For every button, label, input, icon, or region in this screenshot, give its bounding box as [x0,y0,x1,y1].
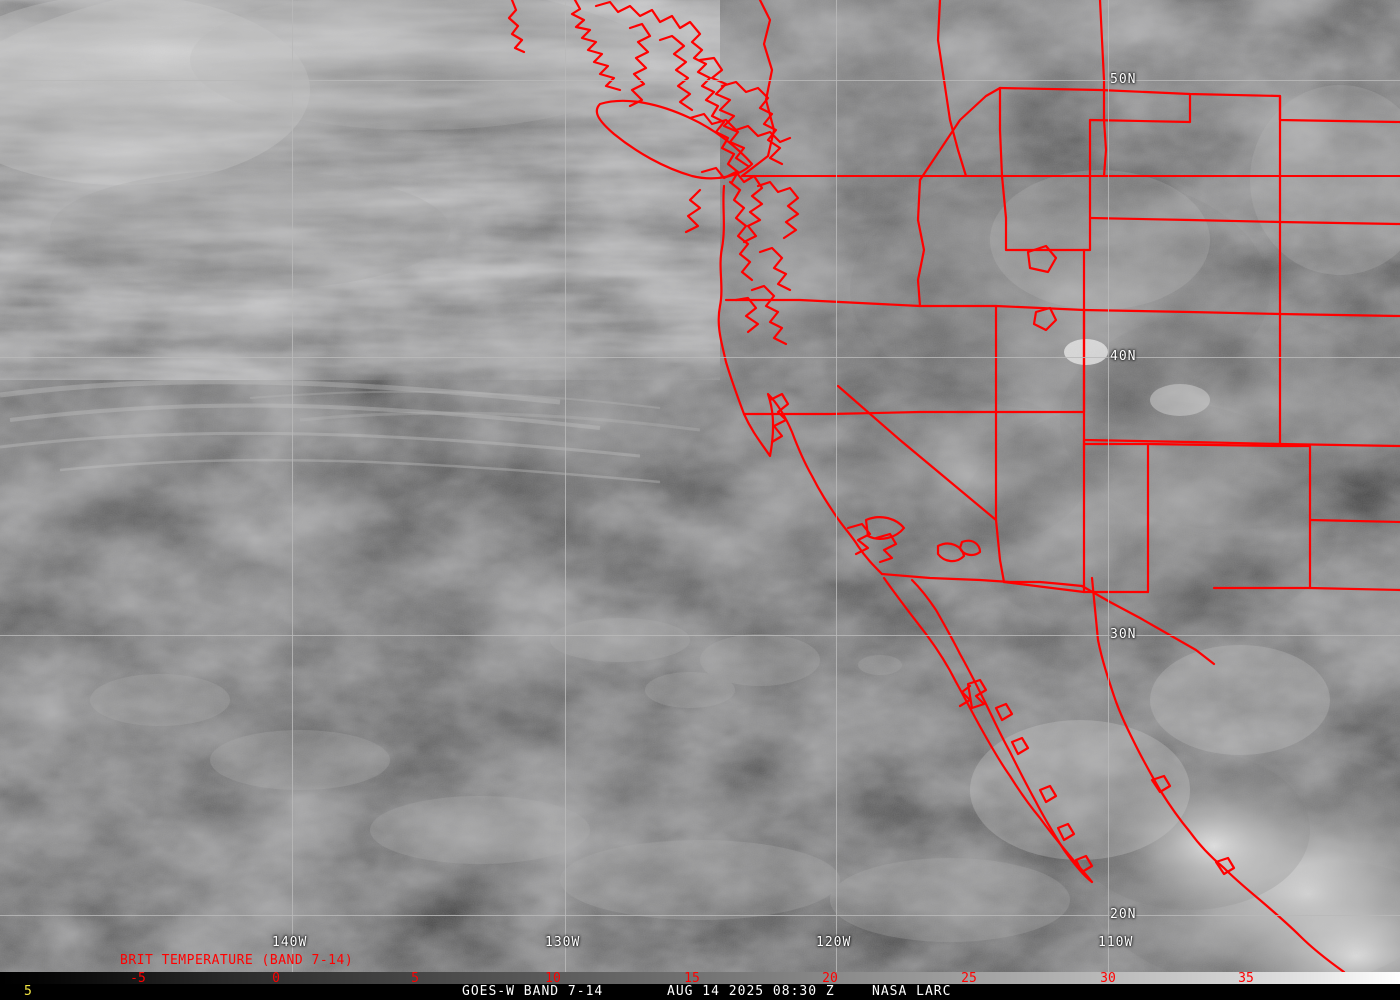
lon-label-130w: 130W [545,935,581,950]
lat-label-50n: 50N [1110,72,1137,87]
footer-bar [0,984,1400,1000]
colorbar-tick-0: 0 [272,971,280,986]
colorbar-tick-minus5: -5 [130,971,146,986]
colorbar [0,972,1400,984]
corner-value: 5 [24,984,32,999]
gridline-lon-120w [836,0,837,972]
colorbar-tick-30: 30 [1100,971,1116,986]
gridline-lon-110w [1108,0,1109,972]
colorbar-tick-25: 25 [961,971,977,986]
lat-label-20n: 20N [1110,907,1137,922]
lon-label-110w: 110W [1098,935,1134,950]
lat-label-30n: 30N [1110,627,1137,642]
satellite-raster [0,0,1400,972]
colorbar-tick-20: 20 [822,971,838,986]
gridline-lon-130w [565,0,566,972]
coastline-overlay [507,0,1400,972]
gridline-lon-140w [292,0,293,972]
colorbar-tick-10: 10 [545,971,561,986]
lat-label-40n: 40N [1110,349,1137,364]
colorbar-tick-35: 35 [1238,971,1254,986]
gridline-lat-20n [0,915,1400,916]
brightness-temperature-label: BRIT TEMPERATURE (BAND 7-14) [120,953,354,968]
colorbar-tick-15: 15 [684,971,700,986]
gridline-lat-30n [0,635,1400,636]
gridline-lat-50n [0,80,1400,81]
lon-label-140w: 140W [272,935,308,950]
ir-imagery [0,0,1400,972]
lon-label-120w: 120W [816,935,852,950]
colorbar-tick-5: 5 [411,971,419,986]
footer-timestamp: AUG 14 2025 08:30 Z [667,984,835,999]
footer-satellite-label: GOES-W BAND 7-14 [462,984,604,999]
gridline-lat-40n [0,357,1400,358]
footer-agency-label: NASA LARC [872,984,952,999]
